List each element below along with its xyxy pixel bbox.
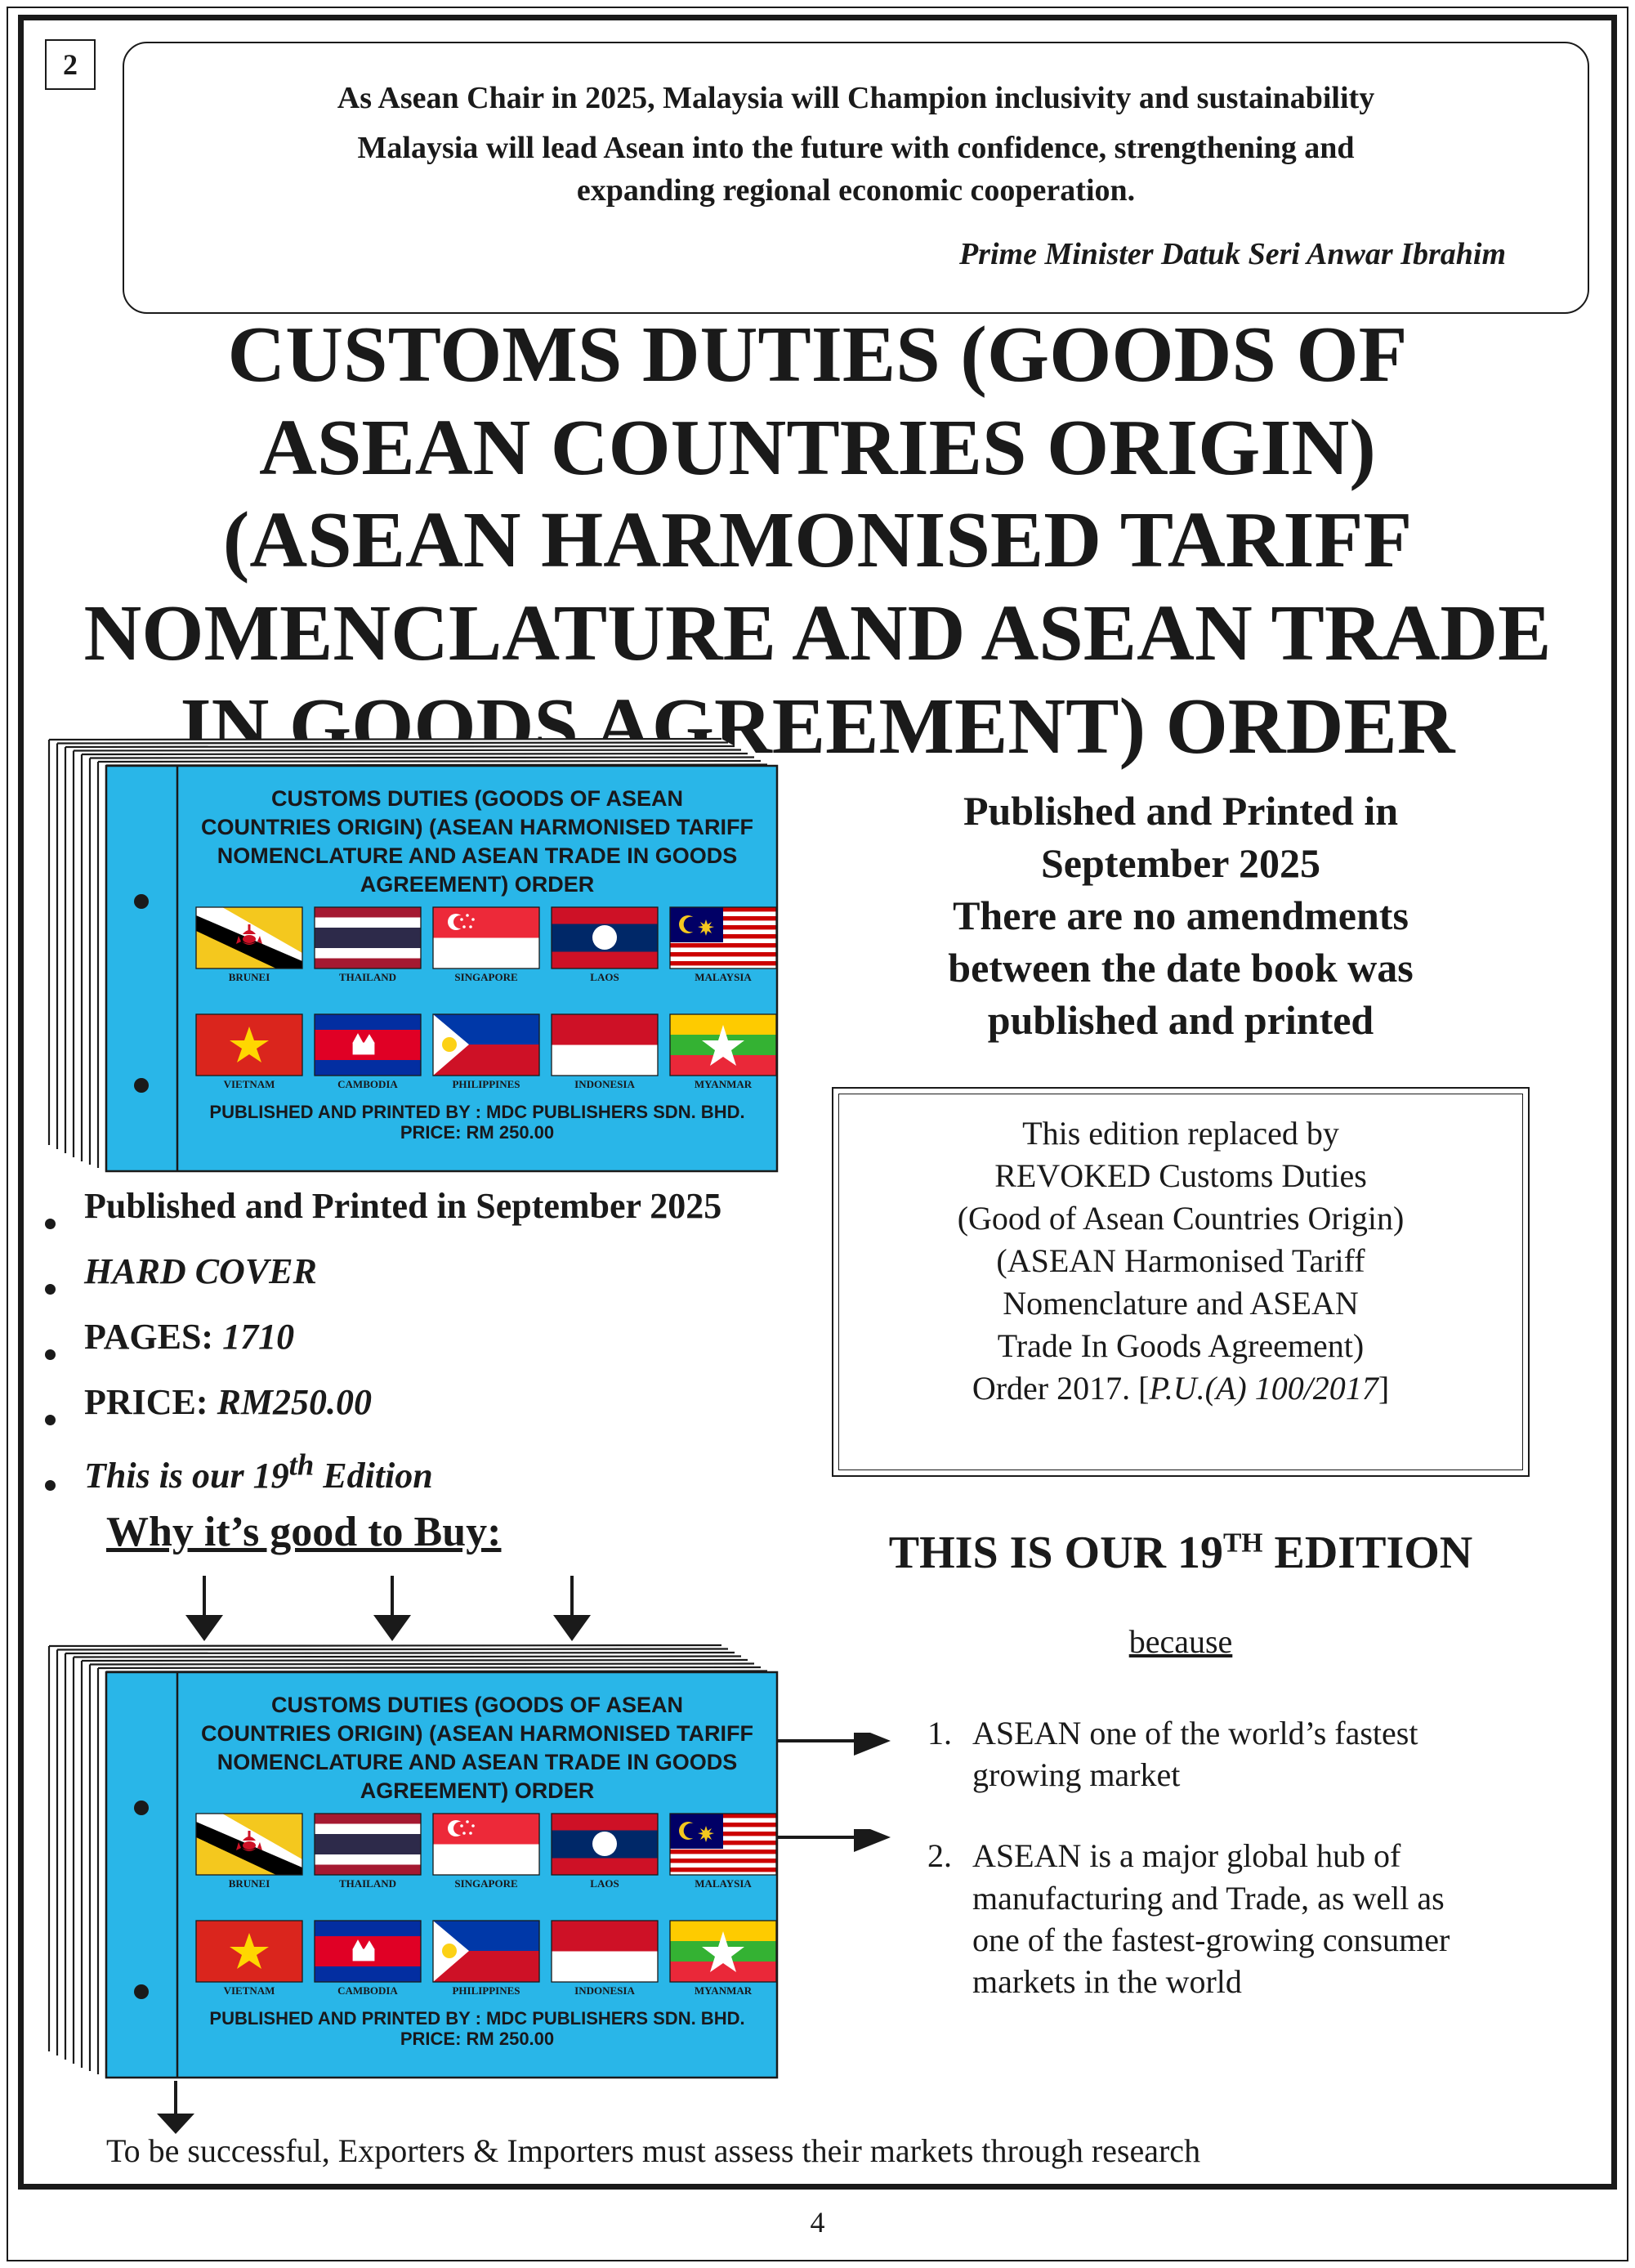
svg-text:NOMENCLATURE AND ASEAN TRADE I: NOMENCLATURE AND ASEAN TRADE IN GOODS [217,843,738,868]
svg-text:VIETNAM: VIETNAM [224,1984,275,1997]
svg-text:MALAYSIA: MALAYSIA [695,1877,752,1890]
svg-text:PUBLISHED AND PRINTED BY : MDC: PUBLISHED AND PRINTED BY : MDC PUBLISHER… [209,2008,744,2029]
svg-text:COUNTRIES ORIGIN) (ASEAN HARMO: COUNTRIES ORIGIN) (ASEAN HARMONISED TARI… [201,815,753,839]
svg-text:MALAYSIA: MALAYSIA [695,971,752,983]
svg-text:AGREEMENT) ORDER: AGREEMENT) ORDER [360,872,595,897]
svg-text:PHILIPPINES: PHILIPPINES [452,1984,520,1997]
svg-text:CAMBODIA: CAMBODIA [337,1984,398,1997]
svg-text:BRUNEI: BRUNEI [229,971,270,983]
svg-text:BRUNEI: BRUNEI [229,1877,270,1890]
svg-text:INDONESIA: INDONESIA [574,1078,635,1090]
svg-text:VIETNAM: VIETNAM [224,1078,275,1090]
svg-text:THAILAND: THAILAND [339,1877,396,1890]
svg-text:COUNTRIES ORIGIN) (ASEAN HARMO: COUNTRIES ORIGIN) (ASEAN HARMONISED TARI… [201,1721,753,1746]
svg-text:AGREEMENT) ORDER: AGREEMENT) ORDER [360,1778,595,1803]
svg-text:NOMENCLATURE AND ASEAN TRADE I: NOMENCLATURE AND ASEAN TRADE IN GOODS [217,1750,738,1774]
svg-text:PRICE: RM 250.00: PRICE: RM 250.00 [400,1122,554,1143]
svg-text:PUBLISHED AND PRINTED BY : MDC: PUBLISHED AND PRINTED BY : MDC PUBLISHER… [209,1102,744,1122]
svg-text:CAMBODIA: CAMBODIA [337,1078,398,1090]
svg-text:SINGAPORE: SINGAPORE [454,971,517,983]
svg-text:PRICE: RM 250.00: PRICE: RM 250.00 [400,2029,554,2049]
svg-text:INDONESIA: INDONESIA [574,1984,635,1997]
svg-text:LAOS: LAOS [590,971,619,983]
svg-text:MYANMAR: MYANMAR [695,1078,753,1090]
svg-text:THAILAND: THAILAND [339,971,396,983]
svg-text:CUSTOMS DUTIES (GOODS OF ASEAN: CUSTOMS DUTIES (GOODS OF ASEAN [271,1693,683,1717]
svg-text:SINGAPORE: SINGAPORE [454,1877,517,1890]
svg-text:PHILIPPINES: PHILIPPINES [452,1078,520,1090]
svg-text:LAOS: LAOS [590,1877,619,1890]
svg-text:MYANMAR: MYANMAR [695,1984,753,1997]
svg-text:CUSTOMS DUTIES (GOODS OF ASEAN: CUSTOMS DUTIES (GOODS OF ASEAN [271,786,683,811]
